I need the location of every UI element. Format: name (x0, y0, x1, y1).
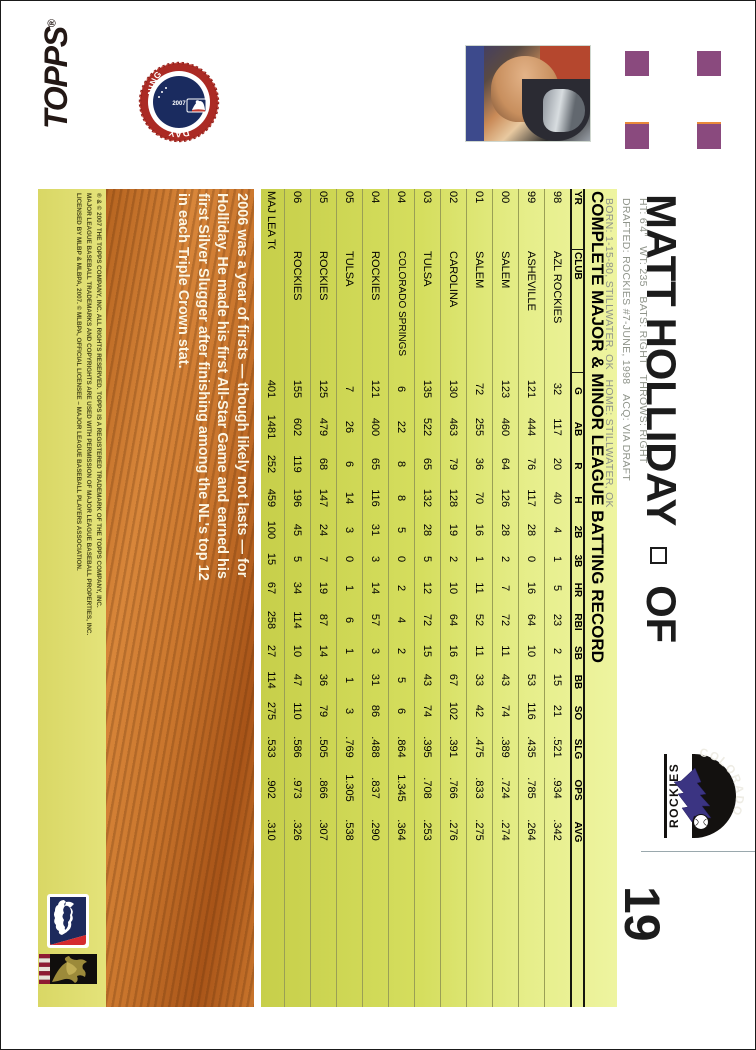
svg-text:2007: 2007 (172, 101, 186, 107)
svg-text:DAY: DAY (168, 128, 191, 140)
